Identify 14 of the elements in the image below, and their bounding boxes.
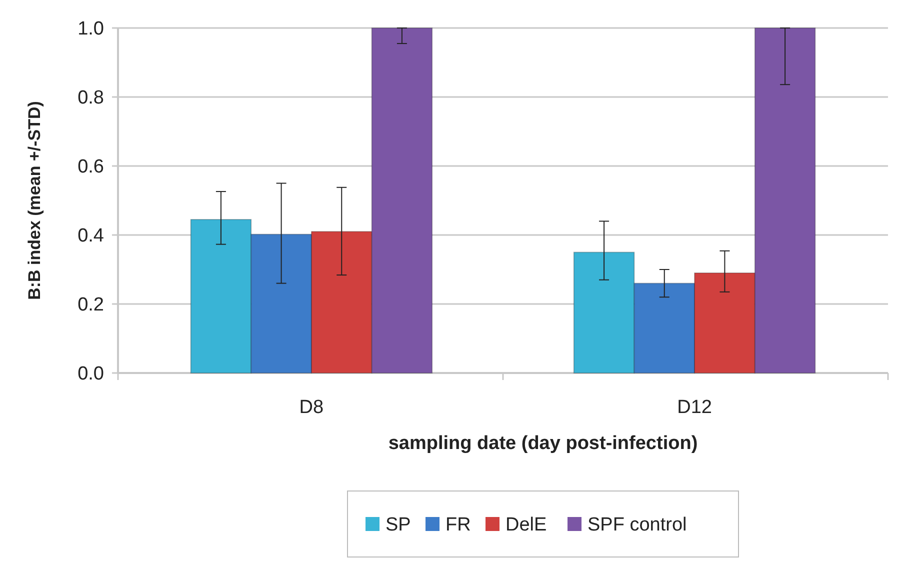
legend-label: SPF control (588, 514, 687, 536)
y-tick-label: 0.8 (78, 88, 104, 109)
legend-label: FR (446, 514, 471, 536)
y-tick-label: 0.6 (78, 156, 104, 178)
x-tick-label: D12 (677, 397, 712, 418)
y-tick-label: 0.4 (78, 226, 104, 247)
x-axis-title: sampling date (day post-infection) (388, 433, 698, 454)
legend-label: SP (386, 514, 411, 536)
legend-label: DelE (506, 514, 547, 536)
y-tick-label: 1.0 (78, 18, 104, 40)
y-tick-label: 0.0 (78, 364, 104, 385)
y-tick-label: 0.2 (78, 294, 104, 316)
x-tick-label: D8 (299, 397, 324, 418)
y-axis-title: B:B index (mean +/-STD) (25, 101, 44, 300)
